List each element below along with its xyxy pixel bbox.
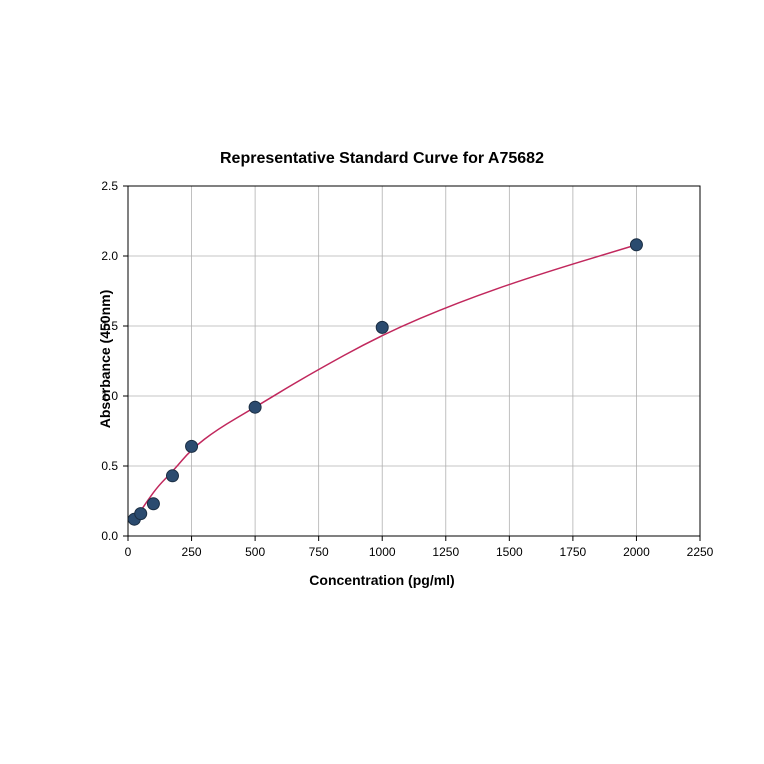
svg-text:750: 750 xyxy=(309,545,329,559)
svg-text:2000: 2000 xyxy=(623,545,650,559)
svg-text:1250: 1250 xyxy=(432,545,459,559)
svg-text:0.0: 0.0 xyxy=(101,529,118,543)
svg-text:250: 250 xyxy=(182,545,202,559)
chart-svg: 0 250 500 750 1000 1250 1500 1750 2000 2250 0.0 0.5… xyxy=(0,0,764,764)
svg-text:1.5: 1.5 xyxy=(101,319,118,333)
svg-text:500: 500 xyxy=(245,545,265,559)
svg-text:1.0: 1.0 xyxy=(101,389,118,403)
chart-container: Representative Standard Curve for A75682… xyxy=(0,0,764,764)
svg-text:0: 0 xyxy=(125,545,132,559)
svg-text:2.5: 2.5 xyxy=(101,179,118,193)
svg-text:2.0: 2.0 xyxy=(101,249,118,263)
svg-text:1750: 1750 xyxy=(560,545,587,559)
svg-text:2250: 2250 xyxy=(687,545,714,559)
svg-text:1500: 1500 xyxy=(496,545,523,559)
svg-text:0.5: 0.5 xyxy=(101,459,118,473)
svg-text:1000: 1000 xyxy=(369,545,396,559)
